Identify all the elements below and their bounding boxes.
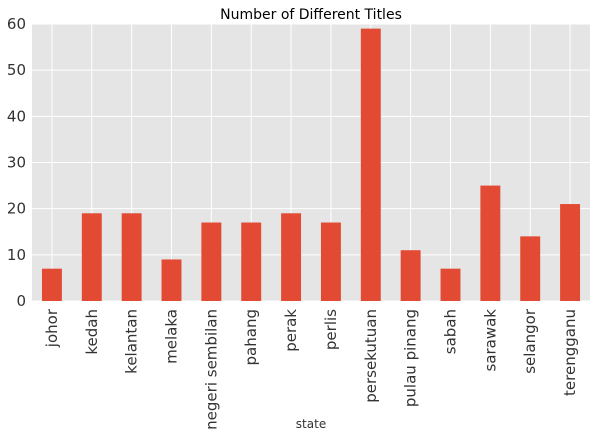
x-tick-label: pahang bbox=[242, 309, 260, 365]
bar-johor bbox=[41, 268, 62, 301]
y-tick-label: 10 bbox=[7, 246, 26, 264]
bar-sabah bbox=[440, 268, 461, 301]
y-tick-label: 50 bbox=[7, 61, 26, 79]
y-tick-labels: 0 10 20 30 40 50 60 bbox=[7, 15, 26, 310]
x-tick-label: kedah bbox=[83, 309, 101, 355]
x-tick-label: perak bbox=[282, 309, 300, 352]
x-tick-label: melaka bbox=[163, 309, 181, 364]
bar-terengganu bbox=[560, 204, 581, 301]
y-tick-label: 20 bbox=[7, 200, 26, 218]
x-tick-label: pulau pinang bbox=[402, 309, 420, 407]
bar-selangor bbox=[520, 236, 541, 301]
x-tick-label: sabah bbox=[442, 309, 460, 354]
bar-negeri-sembilan bbox=[201, 222, 222, 301]
x-tick-labels: johor kedah kelantan melaka negeri sembilan p… bbox=[43, 308, 579, 430]
x-tick-label: persekutuan bbox=[362, 309, 380, 403]
bar-pahang bbox=[241, 222, 262, 301]
x-tick-label: perlis bbox=[322, 309, 340, 350]
bar-perak bbox=[281, 213, 302, 301]
x-tick-label: sarawak bbox=[481, 309, 499, 372]
bars bbox=[41, 28, 581, 301]
bar-melaka bbox=[161, 259, 182, 301]
x-tick-label: negeri sembilan bbox=[202, 309, 220, 430]
x-tick-label: selangor bbox=[521, 308, 539, 374]
bar-kelantan bbox=[121, 213, 142, 301]
y-tick-label: 30 bbox=[7, 154, 26, 172]
bar-pulau-pinang bbox=[400, 250, 421, 301]
bar-persekutuan bbox=[360, 28, 381, 301]
y-tick-label: 0 bbox=[16, 292, 26, 310]
chart-title: Number of Different Titles bbox=[220, 7, 402, 23]
x-tick-label: johor bbox=[43, 308, 61, 348]
bar-kedah bbox=[81, 213, 102, 301]
y-tick-label: 60 bbox=[7, 15, 26, 33]
x-tick-label: kelantan bbox=[123, 309, 141, 374]
x-axis-label: state bbox=[296, 417, 326, 431]
y-tick-label: 40 bbox=[7, 107, 26, 125]
bar-perlis bbox=[320, 222, 341, 301]
x-tick-label: terengganu bbox=[561, 309, 579, 396]
bar-sarawak bbox=[480, 185, 501, 301]
